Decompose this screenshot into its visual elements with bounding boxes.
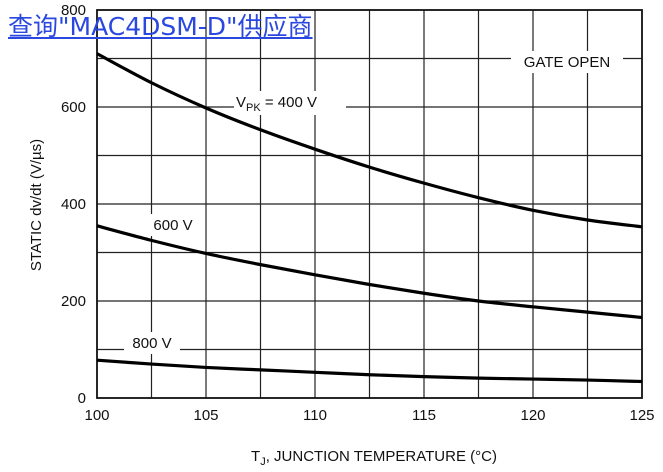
gate-open-label: GATE OPEN [524,54,610,71]
plot-border [96,9,643,399]
v600-label-mask [145,214,201,236]
series-line-0 [96,52,643,229]
x-tick-label: 115 [412,407,436,424]
y-tick-labels: 0 200 400 600 800 [61,2,86,407]
plot-frame [96,9,643,399]
x-tick-label: 120 [520,407,545,424]
x-axis-title: TJ, JUNCTION TEMPERATURE (°C) [251,448,497,468]
v400-label: VPK = 400 V [236,94,317,114]
x-tick-labels: 100 105 110 115 120 125 [84,407,654,424]
x-tick-label: 100 [84,407,109,424]
series-line-1 [96,224,643,320]
y-tick-label: 600 [61,99,86,116]
y-tick-label: 400 [61,196,86,213]
y-tick-label: 200 [61,293,86,310]
y-tick-label: 0 [78,390,86,407]
x-tick-label: 125 [629,407,654,424]
y-axis-title: STATIC dv/dt (V/µs) [28,139,45,271]
x-tick-label: 110 [303,407,327,424]
v800-label-mask [124,332,180,354]
label-masks [124,51,623,354]
v600-label: 600 V [153,217,192,234]
v400-label-mask [234,91,346,115]
supplier-query-link[interactable]: 查询"MAC4DSM-D"供应商 [8,12,313,41]
v800-label: 800 V [132,335,171,352]
grid-lines [97,10,642,398]
gate-open-label-mask [511,51,623,73]
x-tick-label: 105 [193,407,218,424]
y-tick-label: 800 [61,2,86,19]
series-line-2 [96,358,643,384]
curves [96,52,643,384]
